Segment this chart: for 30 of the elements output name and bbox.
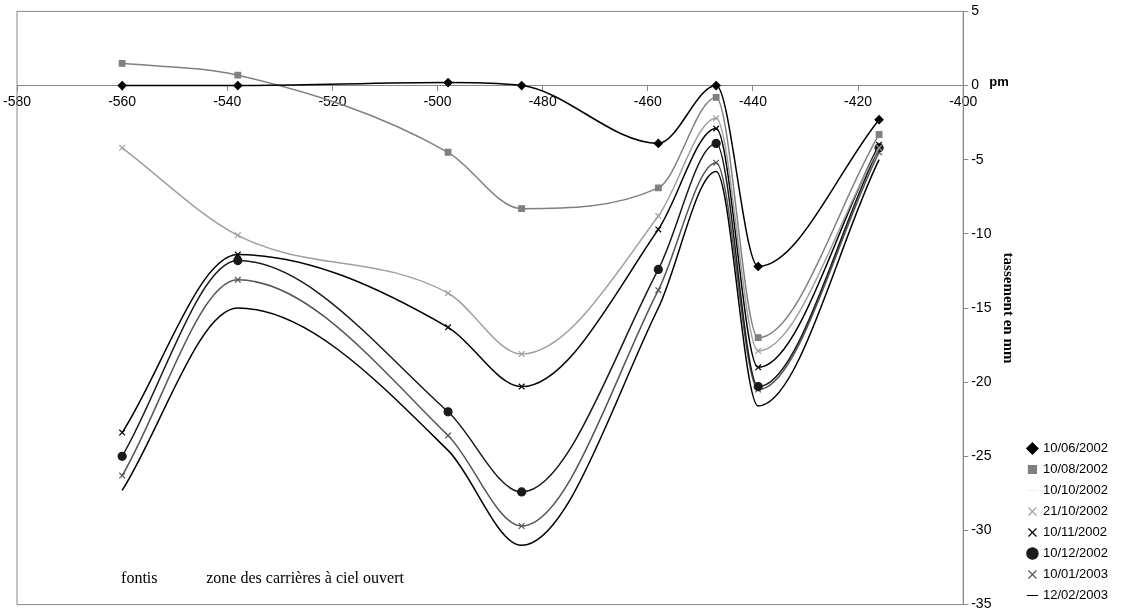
y-tick-label: -10	[971, 224, 992, 241]
x-tick-label: -580	[2, 92, 32, 109]
y-tick-label: 5	[971, 2, 980, 19]
x-tick-label: -440	[738, 92, 768, 109]
y-tick-label: 0	[971, 76, 980, 93]
y-tick-label: -30	[971, 521, 992, 538]
x-tick-label: -420	[844, 92, 873, 109]
x-tick-label: -480	[528, 92, 557, 109]
legend-label: 10/01/2003	[1042, 566, 1109, 582]
annotation: zone des carrières à ciel ouvert	[206, 568, 405, 586]
x-tick-label: -500	[423, 92, 452, 109]
x-tick-label: -560	[108, 92, 137, 109]
x-tick-label: -520	[318, 92, 347, 109]
x-axis-title: pm	[989, 74, 1009, 90]
legend-label: 10/06/2002	[1042, 440, 1109, 456]
y-tick-label: -25	[971, 447, 992, 464]
legend-label: 10/10/2002	[1042, 482, 1109, 498]
annotation: fontis	[121, 568, 158, 586]
x-tick-label: -540	[213, 92, 242, 109]
legend-label: 12/02/2003	[1042, 587, 1109, 603]
x-tick-label: -460	[633, 92, 663, 109]
y-tick-label: -20	[971, 373, 992, 390]
legend-label: 10/12/2002	[1042, 545, 1109, 561]
y-tick-label: -5	[971, 150, 984, 167]
y-axis-title: tassement en mm	[1000, 252, 1017, 364]
y-tick-label: -15	[971, 298, 992, 315]
legend-label: 21/10/2002	[1042, 503, 1109, 519]
legend-label: 10/11/2002	[1042, 524, 1108, 540]
y-tick-label: -35	[971, 595, 992, 612]
legend-label: 10/08/2002	[1042, 461, 1109, 477]
